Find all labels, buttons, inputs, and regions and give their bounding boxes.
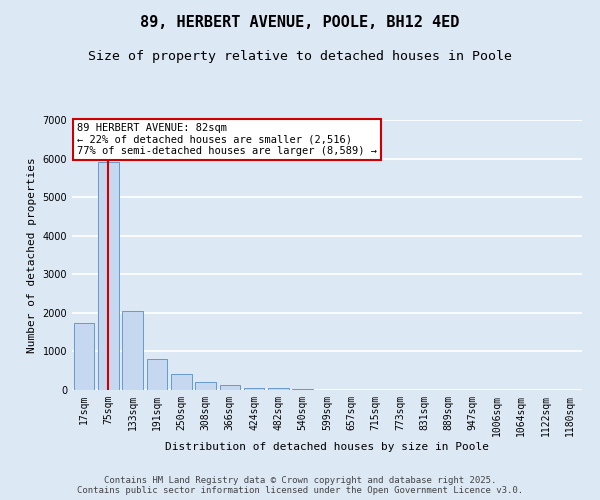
Y-axis label: Number of detached properties: Number of detached properties — [27, 157, 37, 353]
Bar — [98, 162, 119, 390]
Bar — [292, 389, 313, 390]
Text: Contains HM Land Registry data © Crown copyright and database right 2025.
Contai: Contains HM Land Registry data © Crown c… — [77, 476, 523, 495]
X-axis label: Distribution of detached houses by size in Poole: Distribution of detached houses by size … — [165, 442, 489, 452]
Text: 89 HERBERT AVENUE: 82sqm
← 22% of detached houses are smaller (2,516)
77% of sem: 89 HERBERT AVENUE: 82sqm ← 22% of detach… — [77, 122, 377, 156]
Bar — [146, 359, 167, 390]
Bar — [244, 388, 265, 390]
Bar — [195, 382, 216, 390]
Bar — [171, 374, 191, 390]
Text: 89, HERBERT AVENUE, POOLE, BH12 4ED: 89, HERBERT AVENUE, POOLE, BH12 4ED — [140, 15, 460, 30]
Text: Size of property relative to detached houses in Poole: Size of property relative to detached ho… — [88, 50, 512, 63]
Bar — [220, 386, 240, 390]
Bar — [74, 322, 94, 390]
Bar — [122, 311, 143, 390]
Bar — [268, 388, 289, 390]
